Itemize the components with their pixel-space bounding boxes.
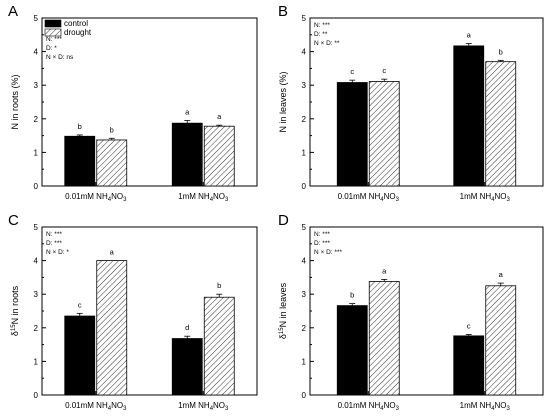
stat-line: N × D: ns bbox=[46, 54, 74, 61]
y-tick-label: 0 bbox=[302, 182, 307, 191]
drought-bar bbox=[485, 285, 517, 396]
x-tick-label: 1mM NH4NO3 bbox=[460, 401, 511, 412]
y-tick-label: 2 bbox=[34, 324, 39, 333]
y-tick-label: 1 bbox=[302, 357, 307, 366]
y-axis-label: N in roots (%) bbox=[10, 74, 20, 129]
y-tick-label: 0 bbox=[302, 391, 307, 400]
y-tick-label: 3 bbox=[302, 81, 307, 90]
significance-letter: c bbox=[350, 67, 354, 76]
x-tick-label: 0.01mM NH4NO3 bbox=[65, 192, 127, 203]
control-bar bbox=[336, 305, 368, 396]
panel-label: D bbox=[278, 212, 289, 229]
y-axis-label: δ15N in leaves bbox=[278, 282, 288, 339]
stat-line: N: *** bbox=[314, 231, 330, 238]
control-bar bbox=[64, 135, 96, 187]
y-tick-label: 0 bbox=[34, 182, 39, 191]
control-bar bbox=[171, 338, 203, 396]
drought-bar bbox=[368, 281, 400, 396]
x-tick-label: 1mM NH4NO3 bbox=[460, 192, 511, 203]
stat-line: N × D: ** bbox=[314, 40, 340, 47]
control-bar bbox=[453, 335, 485, 396]
panel-c: C 0 1 2 3 4 5 δ15N in roots c a 0.01mM NH4NO3 d b 1mM… bbox=[8, 212, 258, 412]
y-tick-label: 3 bbox=[302, 290, 307, 299]
drought-bar bbox=[368, 81, 400, 187]
legend-swatch-drought bbox=[44, 28, 62, 37]
y-tick-label: 2 bbox=[34, 115, 39, 124]
y-tick-label: 5 bbox=[302, 14, 307, 23]
panel-label: A bbox=[8, 3, 18, 20]
stat-line: N × D: *** bbox=[314, 249, 342, 256]
y-tick-label: 5 bbox=[302, 223, 307, 232]
significance-letter: b bbox=[78, 122, 82, 131]
y-tick-label: 1 bbox=[34, 357, 39, 366]
stat-line: N × D: * bbox=[46, 249, 69, 256]
control-bar bbox=[171, 122, 203, 187]
stat-line: N: *** bbox=[46, 231, 62, 238]
control-bar bbox=[336, 82, 368, 187]
y-axis-label: δ15N in roots bbox=[10, 285, 20, 336]
significance-letter: c bbox=[78, 300, 82, 309]
stat-line: N: *** bbox=[46, 36, 62, 43]
drought-bar bbox=[485, 61, 517, 187]
significance-letter: a bbox=[467, 31, 472, 40]
y-tick-label: 3 bbox=[34, 290, 39, 299]
significance-letter: a bbox=[110, 248, 115, 257]
y-tick-label: 5 bbox=[34, 14, 39, 23]
significance-letter: a bbox=[499, 270, 504, 279]
significance-letter: c bbox=[467, 322, 471, 331]
x-tick-label: 1mM NH4NO3 bbox=[178, 192, 229, 203]
y-tick-label: 2 bbox=[302, 115, 307, 124]
stat-line: N: *** bbox=[314, 22, 330, 29]
stat-line: D: *** bbox=[46, 240, 62, 247]
significance-letter: a bbox=[185, 107, 190, 116]
legend-label-control: control bbox=[64, 19, 88, 28]
y-tick-label: 4 bbox=[302, 257, 307, 266]
x-tick-label: 0.01mM NH4NO3 bbox=[65, 401, 127, 412]
drought-bar bbox=[96, 260, 128, 396]
x-tick-label: 0.01mM NH4NO3 bbox=[338, 401, 400, 412]
y-tick-label: 1 bbox=[34, 148, 39, 157]
stat-line: D: *** bbox=[314, 240, 330, 247]
y-tick-label: 1 bbox=[302, 148, 307, 157]
drought-bar bbox=[203, 125, 235, 187]
legend-label-drought: drought bbox=[64, 28, 92, 37]
significance-letter: b bbox=[499, 47, 503, 56]
control-bar bbox=[64, 315, 96, 396]
significance-letter: a bbox=[217, 112, 222, 121]
drought-bar bbox=[203, 296, 235, 396]
stat-line: D: ** bbox=[314, 31, 328, 38]
x-tick-label: 1mM NH4NO3 bbox=[178, 401, 229, 412]
significance-letter: d bbox=[185, 323, 189, 332]
panel-label: C bbox=[8, 212, 19, 229]
y-tick-label: 4 bbox=[34, 48, 39, 57]
panel-b: B 0 1 2 3 4 5 N in leaves (%) c c 0.01mM NH4NO3 a b 1… bbox=[278, 3, 544, 203]
panel-a: A 0 1 2 3 4 5 N in roots (%) b b 0.01mM NH4NO3 a a 1m… bbox=[8, 3, 258, 203]
drought-bar bbox=[96, 139, 128, 187]
significance-letter: c bbox=[382, 66, 386, 75]
y-axis-label: N in leaves (%) bbox=[278, 71, 288, 132]
stat-line: D: * bbox=[46, 45, 57, 52]
y-tick-label: 3 bbox=[34, 81, 39, 90]
y-tick-label: 4 bbox=[34, 257, 39, 266]
y-tick-label: 4 bbox=[302, 48, 307, 57]
legend-swatch-control bbox=[44, 19, 62, 28]
significance-letter: b bbox=[350, 291, 354, 300]
panel-label: B bbox=[278, 3, 288, 20]
significance-letter: b bbox=[217, 281, 221, 290]
x-tick-label: 0.01mM NH4NO3 bbox=[338, 192, 400, 203]
y-tick-label: 0 bbox=[34, 391, 39, 400]
y-tick-label: 5 bbox=[34, 223, 39, 232]
control-bar bbox=[453, 45, 485, 187]
y-tick-label: 2 bbox=[302, 324, 307, 333]
significance-letter: a bbox=[382, 266, 387, 275]
significance-letter: b bbox=[110, 125, 114, 134]
panel-d: D 0 1 2 3 4 5 δ15N in leaves b a 0.01mM NH4NO3 c a 1m… bbox=[278, 212, 544, 412]
